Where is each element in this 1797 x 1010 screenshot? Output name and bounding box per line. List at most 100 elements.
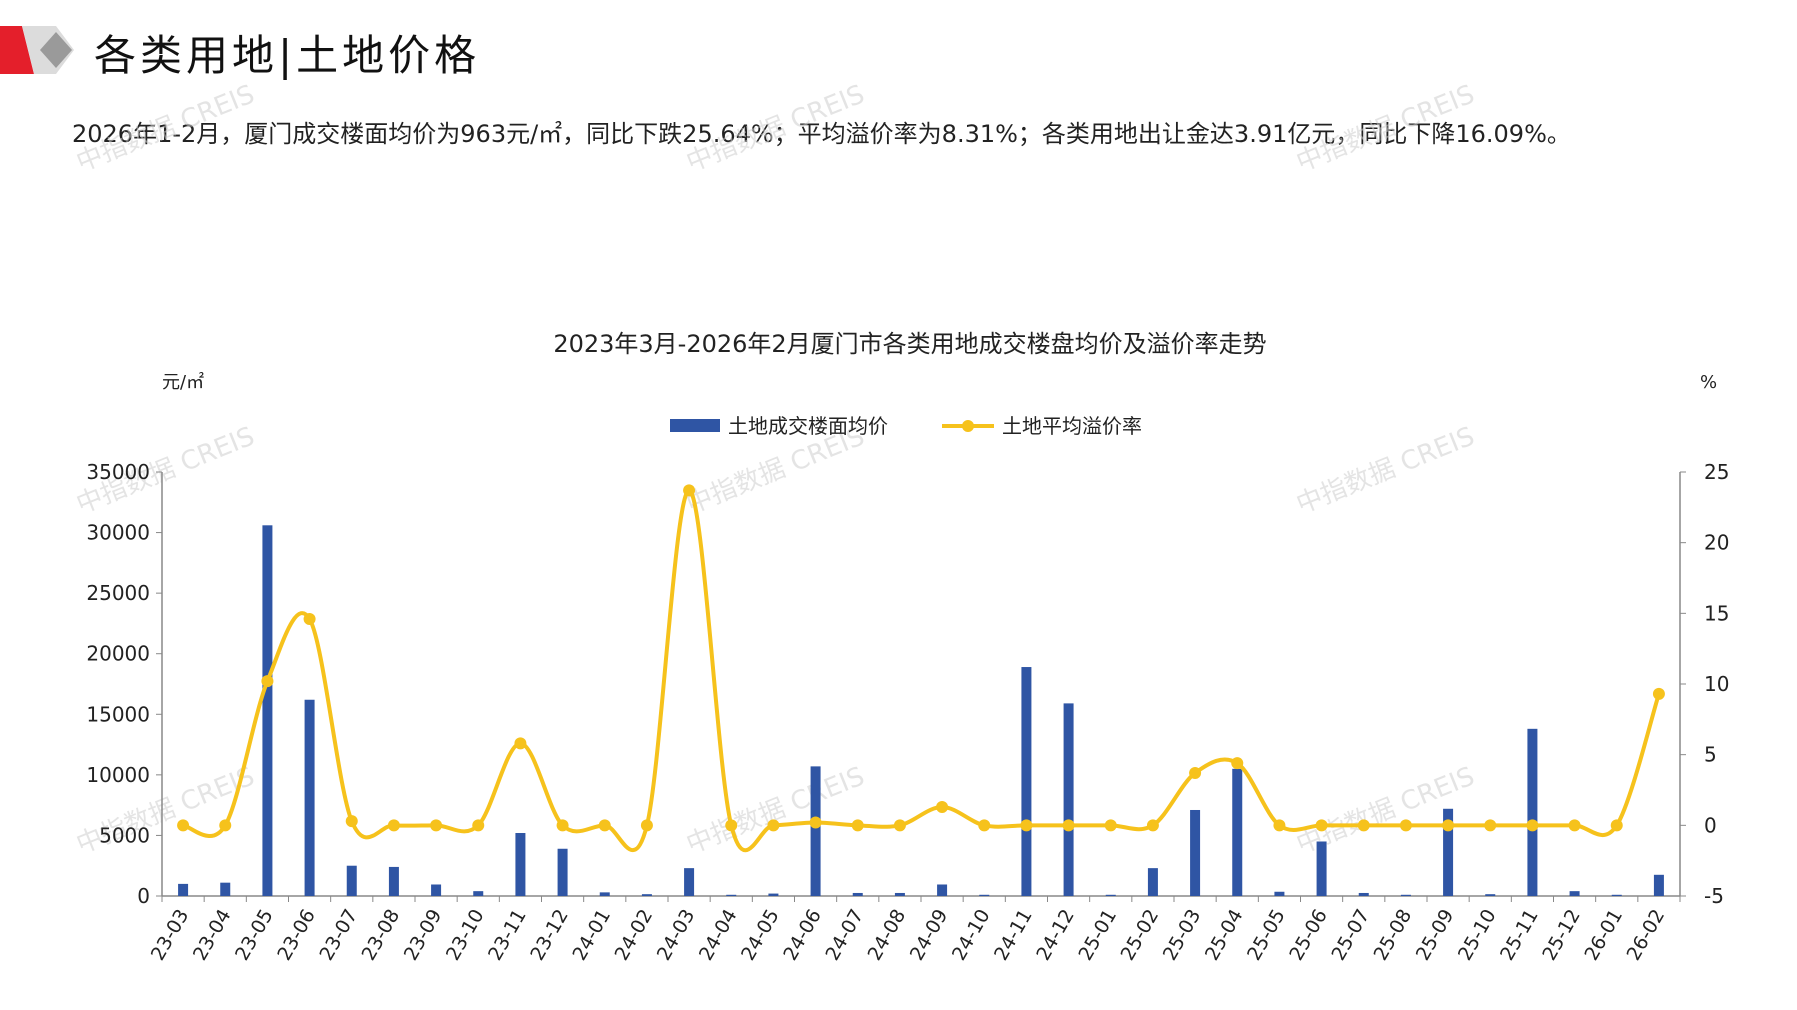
- point-24-11: [1020, 819, 1033, 832]
- x-label-23-09: 23-09: [400, 906, 447, 965]
- left-tick-label: 20000: [86, 642, 150, 666]
- axes: 0 5000 10000 15000 20000 25000 30000 35000 -5 0 5 1…: [86, 460, 1729, 908]
- point-25-08: [1399, 819, 1412, 832]
- bar-25-01: [1105, 894, 1116, 896]
- point-24-09: [936, 800, 949, 813]
- x-label-25-04: 25-04: [1201, 906, 1248, 965]
- point-24-03: [683, 484, 696, 497]
- right-axis-unit: %: [1700, 372, 1717, 393]
- bar-23-07: [346, 865, 357, 896]
- x-label-23-11: 23-11: [484, 906, 531, 965]
- x-label-24-03: 24-03: [653, 906, 700, 965]
- point-24-10: [978, 819, 991, 832]
- point-24-05: [767, 819, 780, 832]
- point-23-08: [387, 819, 400, 832]
- point-23-05: [261, 675, 274, 688]
- x-label-24-07: 24-07: [821, 906, 868, 965]
- x-label-25-12: 25-12: [1538, 906, 1585, 965]
- x-label-25-06: 25-06: [1285, 906, 1332, 965]
- chart-title: 2023年3月-2026年2月厦门市各类用地成交楼盘均价及溢价率走势: [553, 330, 1266, 358]
- bar-24-09: [937, 884, 948, 896]
- x-label-25-03: 25-03: [1159, 906, 1206, 965]
- left-tick-label: 25000: [86, 581, 150, 605]
- right-tick-label: 0: [1704, 813, 1717, 837]
- point-25-09: [1442, 819, 1455, 832]
- x-label-24-06: 24-06: [779, 906, 826, 965]
- x-label-26-01: 26-01: [1580, 906, 1627, 965]
- point-24-01: [598, 819, 611, 832]
- bar-25-08: [1400, 894, 1411, 896]
- point-23-03: [177, 819, 190, 832]
- legend-bar-swatch: [670, 419, 720, 432]
- x-label-24-02: 24-02: [611, 906, 658, 965]
- point-24-12: [1062, 819, 1075, 832]
- point-23-10: [472, 819, 485, 832]
- bar-24-02: [641, 894, 652, 896]
- x-label-23-05: 23-05: [231, 906, 278, 965]
- point-25-11: [1526, 819, 1539, 832]
- x-label-24-09: 24-09: [906, 906, 953, 965]
- x-label-25-07: 25-07: [1327, 906, 1374, 965]
- bar-25-10: [1485, 894, 1496, 896]
- legend-line-marker: [962, 420, 974, 432]
- right-tick-label: -5: [1704, 884, 1724, 908]
- bar-series: [178, 525, 1664, 896]
- x-label-25-02: 25-02: [1117, 906, 1164, 965]
- bar-26-02: [1653, 874, 1664, 896]
- x-label-24-08: 24-08: [864, 906, 911, 965]
- x-label-23-07: 23-07: [315, 906, 362, 965]
- point-26-02: [1652, 687, 1665, 700]
- point-25-02: [1146, 819, 1159, 832]
- x-label-24-05: 24-05: [737, 906, 784, 965]
- bar-24-11: [1021, 667, 1032, 896]
- right-tick-label: 5: [1704, 743, 1717, 767]
- left-tick-label: 10000: [86, 763, 150, 787]
- bar-25-04: [1232, 768, 1243, 896]
- x-axis-labels: 23-0323-0423-0523-0623-0723-0823-0923-10…: [147, 906, 1669, 965]
- bar-24-07: [852, 892, 863, 896]
- point-24-02: [640, 819, 653, 832]
- bar-23-03: [178, 883, 189, 896]
- left-tick-label: 15000: [86, 702, 150, 726]
- point-23-07: [345, 815, 358, 828]
- point-25-01: [1104, 819, 1117, 832]
- x-label-24-12: 24-12: [1032, 906, 1079, 965]
- x-label-23-10: 23-10: [442, 906, 489, 965]
- point-23-12: [556, 819, 569, 832]
- x-label-23-04: 23-04: [189, 906, 236, 965]
- bar-25-09: [1443, 808, 1454, 896]
- legend: 土地成交楼面均价 土地平均溢价率: [670, 414, 1142, 438]
- bar-25-05: [1274, 891, 1285, 896]
- point-26-01: [1610, 819, 1623, 832]
- x-label-23-06: 23-06: [273, 906, 320, 965]
- bar-25-02: [1147, 868, 1158, 896]
- x-label-25-05: 25-05: [1243, 906, 1290, 965]
- point-25-10: [1484, 819, 1497, 832]
- bar-24-05: [768, 893, 779, 896]
- point-24-06: [809, 816, 822, 829]
- combo-chart: 2023年3月-2026年2月厦门市各类用地成交楼盘均价及溢价率走势 元/㎡ %…: [86, 330, 1729, 965]
- x-label-23-03: 23-03: [147, 906, 194, 965]
- x-label-24-10: 24-10: [948, 906, 995, 965]
- point-25-04: [1231, 757, 1244, 770]
- point-25-05: [1273, 819, 1286, 832]
- x-label-24-11: 24-11: [990, 906, 1037, 965]
- legend-line-label: 土地平均溢价率: [1002, 414, 1142, 438]
- left-tick-label: 30000: [86, 521, 150, 545]
- point-25-06: [1315, 819, 1328, 832]
- bar-25-07: [1358, 892, 1369, 896]
- bar-25-11: [1527, 728, 1538, 896]
- point-24-08: [893, 819, 906, 832]
- left-tick-label: 0: [137, 884, 150, 908]
- summary-text: 2026年1-2月，厦门成交楼面均价为963元/㎡，同比下跌25.64%；平均溢…: [72, 120, 1571, 148]
- x-label-23-12: 23-12: [526, 906, 573, 965]
- bar-24-08: [894, 892, 905, 896]
- bar-23-04: [220, 882, 231, 896]
- point-24-07: [851, 819, 864, 832]
- x-label-25-08: 25-08: [1370, 906, 1417, 965]
- point-23-06: [303, 612, 316, 625]
- point-25-12: [1568, 819, 1581, 832]
- bar-23-06: [304, 699, 315, 896]
- bar-25-12: [1569, 891, 1580, 896]
- bar-23-10: [473, 891, 484, 896]
